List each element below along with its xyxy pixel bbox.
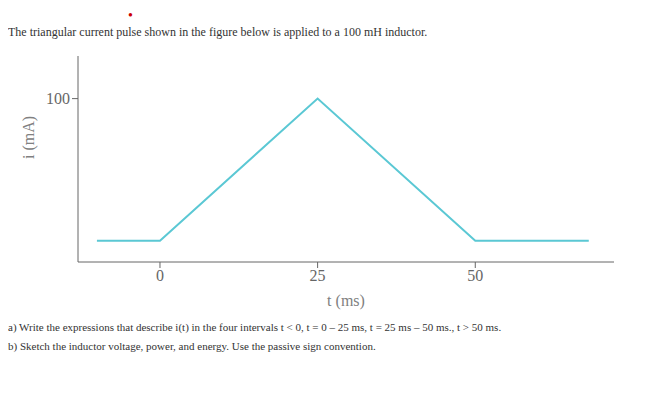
svg-text:25: 25 [310, 267, 326, 284]
svg-text:50: 50 [467, 267, 483, 284]
html-text:a) Write the expressions that: a) Write the expressions that describe i… [8, 321, 502, 333]
svg-text:0: 0 [156, 267, 164, 284]
svg-text:i (mA): i (mA) [20, 116, 38, 159]
svg-text:100: 100 [46, 90, 70, 107]
svg-text:t (ms): t (ms) [327, 292, 365, 310]
html-text:b) Sketch the inductor voltage: b) Sketch the inductor voltage, power, a… [8, 340, 376, 352]
html-text:The triangular current pulse s: The triangular current pulse shown in th… [8, 25, 428, 39]
